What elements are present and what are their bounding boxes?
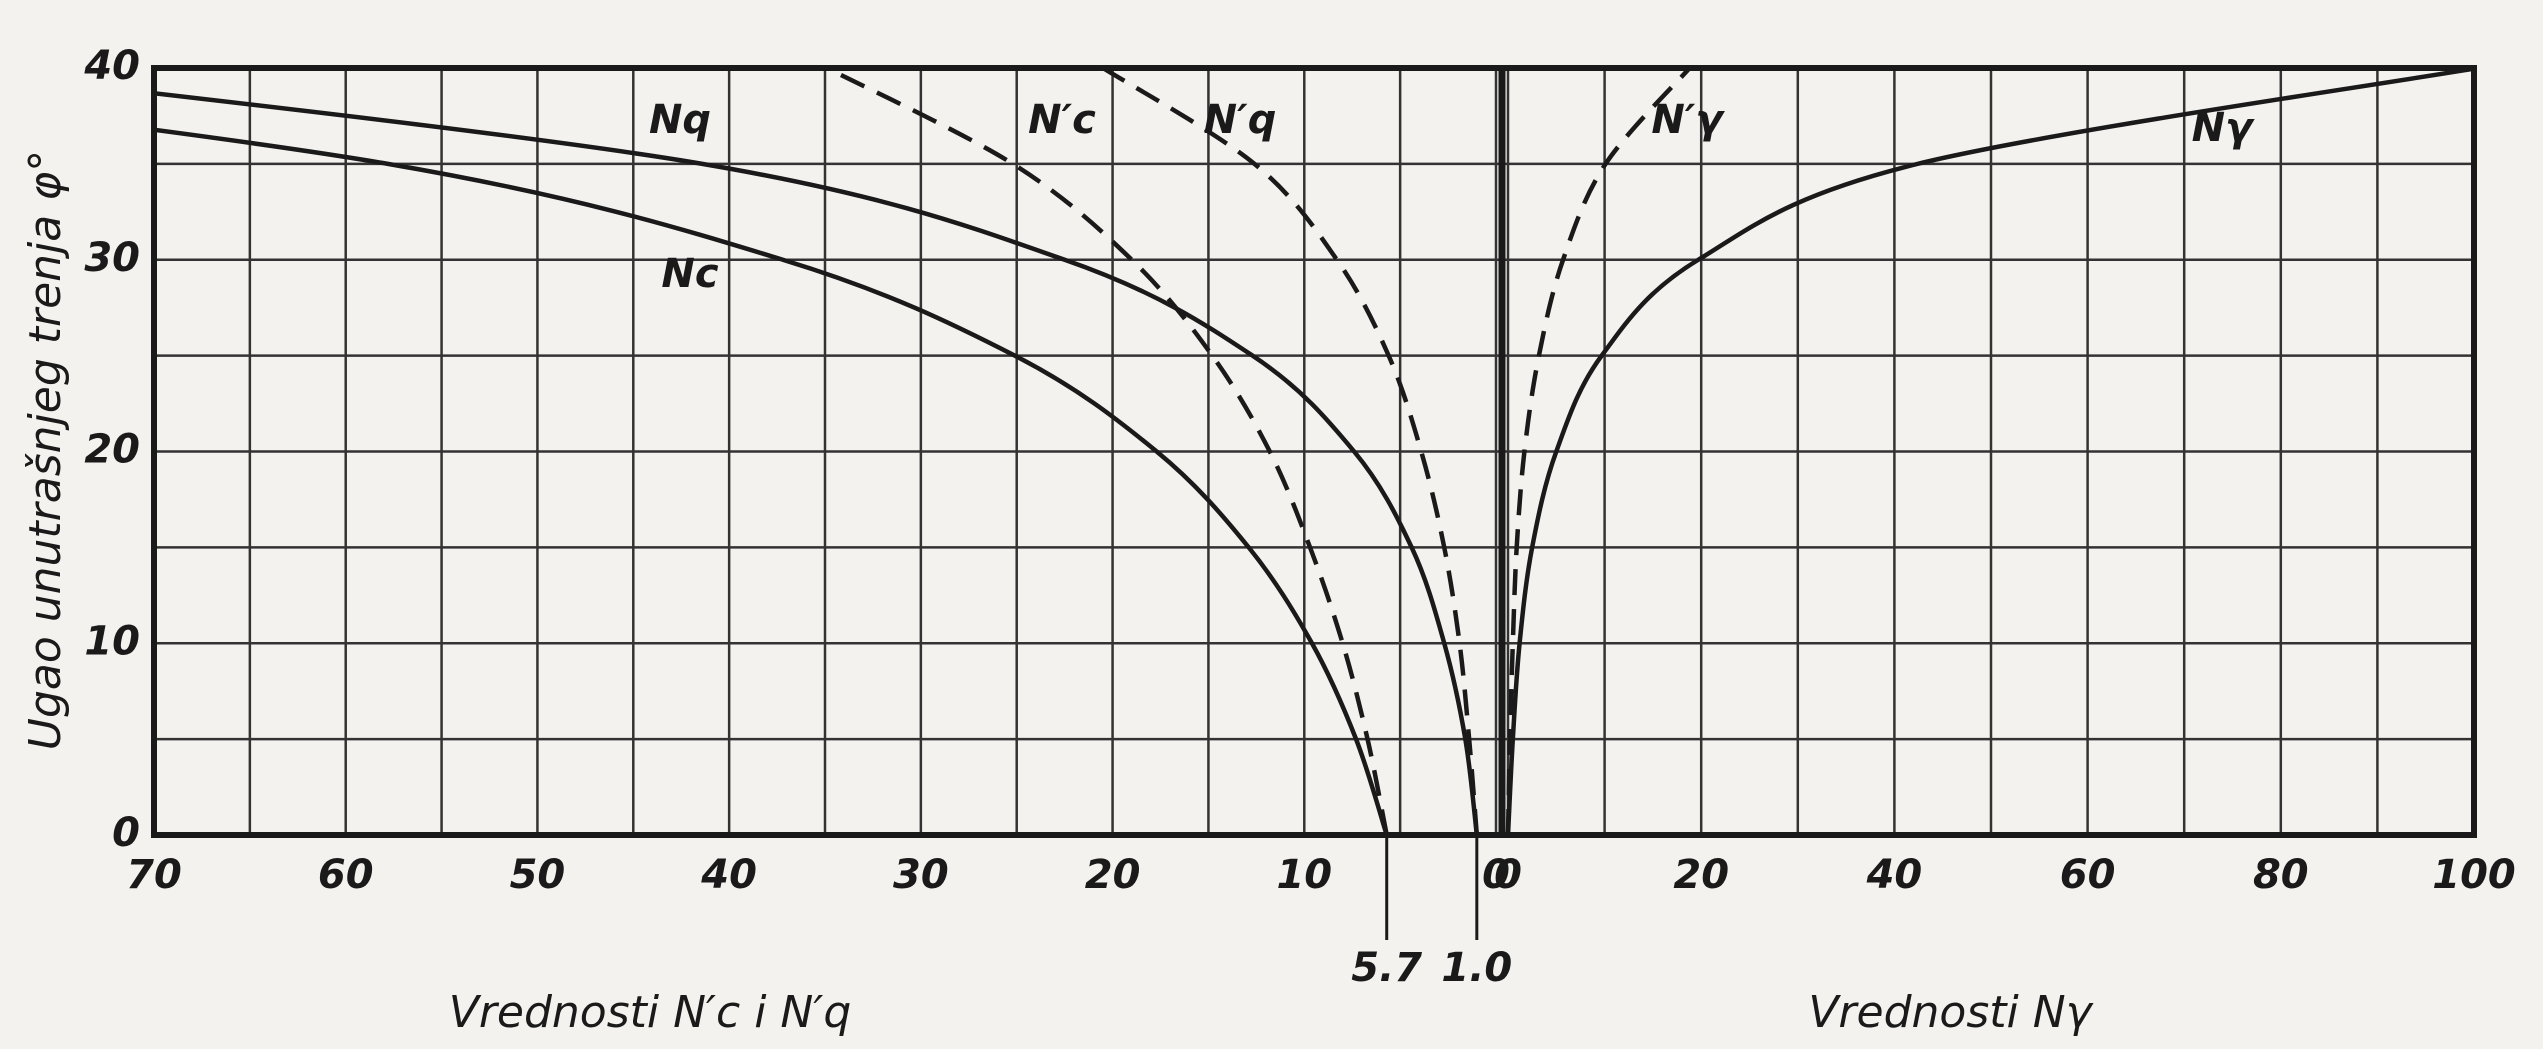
x-tick-label: 60 xyxy=(318,852,374,898)
series-label: N′c xyxy=(1028,97,1096,143)
series-label: Nγ xyxy=(2192,105,2255,151)
x-tick-label: 0 xyxy=(1482,852,1510,898)
x-tick-label: 0 xyxy=(1494,852,1522,898)
x-tick-label: 80 xyxy=(2253,852,2309,898)
x-tick-label: 5.7 xyxy=(1351,945,1422,991)
y-tick-label: 30 xyxy=(84,235,140,281)
x-tick-label: 30 xyxy=(893,852,949,898)
curve xyxy=(1505,68,1692,835)
x-axis-label: Vrednosti Nγ xyxy=(1808,987,2093,1038)
curve xyxy=(1101,68,1480,835)
x-tick-label: 40 xyxy=(1866,852,1923,898)
x-tick-label: 100 xyxy=(2432,852,2516,898)
series-label: N′γ xyxy=(1651,97,1725,143)
x-tick-label: 20 xyxy=(1085,852,1141,898)
grid xyxy=(152,66,2476,837)
x-tick-label: 40 xyxy=(700,852,757,898)
series-label: Nc xyxy=(661,251,718,297)
y-axis-label: Ugao unutrašnjeg trenja φ° xyxy=(20,150,71,751)
y-tick-label: 0 xyxy=(112,810,140,856)
series-label: N′q xyxy=(1204,97,1277,143)
plot-frame xyxy=(151,65,2477,838)
x-tick-label: 20 xyxy=(1673,852,1729,898)
curve xyxy=(1505,68,2474,835)
x-tick-label: 10 xyxy=(1276,852,1332,898)
y-tick-label: 10 xyxy=(84,618,140,664)
x-axis-label: Vrednosti N′c i N′q xyxy=(449,987,852,1038)
curve xyxy=(154,90,1480,835)
lines xyxy=(154,68,2474,835)
x-tick-label: 1.0 xyxy=(1441,945,1512,991)
curve xyxy=(154,127,1389,835)
y-tick-label: 20 xyxy=(84,427,140,473)
x-tick-label: 60 xyxy=(2060,852,2116,898)
y-tick-label: 40 xyxy=(83,43,140,89)
x-tick-label: 70 xyxy=(126,852,182,898)
x-tick-label: 50 xyxy=(510,852,566,898)
series-label: Nq xyxy=(649,97,711,143)
